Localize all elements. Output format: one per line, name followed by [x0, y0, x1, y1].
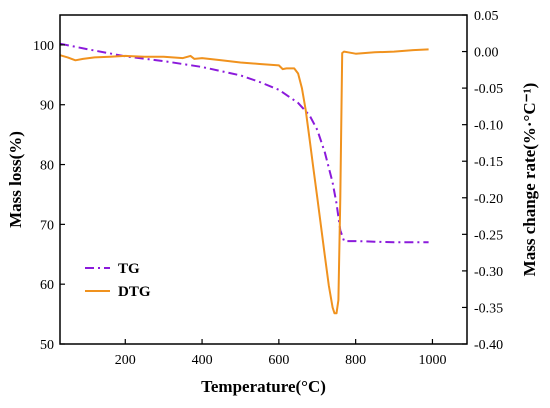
x-tick-label-2: 600: [268, 353, 289, 368]
y-tick-label-5: 100: [33, 39, 54, 54]
y2-tick-label-8: 0.00: [474, 46, 499, 61]
y-tick-label-4: 90: [40, 99, 54, 114]
legend: TG DTG: [85, 261, 151, 300]
plot-frame: [59, 14, 468, 345]
y2-tick-label-9: 0.05: [474, 9, 499, 24]
y2-tick-label-0: -0.40: [474, 338, 503, 353]
y-axis-left: 50 60 70 80 90 100: [33, 39, 65, 353]
y2-tick-label-5: -0.15: [474, 155, 503, 170]
plot-lines: [59, 42, 429, 315]
series-line-tg: [59, 42, 429, 244]
y-tick-label-1: 60: [40, 278, 54, 293]
x-tick-label-1: 400: [192, 353, 213, 368]
y2-axis-title: Mass change rate(%·°C⁻¹): [520, 83, 539, 277]
legend-label-tg: TG: [118, 261, 140, 277]
y2-tick-label-1: -0.35: [474, 301, 503, 316]
y-axis-title: Mass loss(%): [6, 131, 25, 228]
x-tick-label-3: 800: [345, 353, 366, 368]
x-axis: 200 400 600 800 1000: [115, 339, 446, 368]
y2-tick-label-6: -0.10: [474, 119, 503, 134]
y-axis-right: -0.40 -0.35 -0.30 -0.25 -0.20 -0.15 -0.10 -0.05…: [462, 9, 503, 353]
x-tick-label-0: 200: [115, 353, 136, 368]
y-tick-label-0: 50: [40, 338, 54, 353]
series-line-dtg: [59, 48, 429, 315]
x-axis-title: Temperature(°C): [201, 377, 326, 396]
y2-tick-label-2: -0.30: [474, 265, 503, 280]
y-tick-label-2: 70: [40, 218, 54, 233]
legend-label-dtg: DTG: [118, 284, 151, 300]
x-tick-label-4: 1000: [418, 353, 446, 368]
y2-tick-label-3: -0.25: [474, 228, 503, 243]
y2-tick-label-7: -0.05: [474, 82, 503, 97]
y-tick-label-3: 80: [40, 159, 54, 174]
y2-tick-label-4: -0.20: [474, 192, 503, 207]
